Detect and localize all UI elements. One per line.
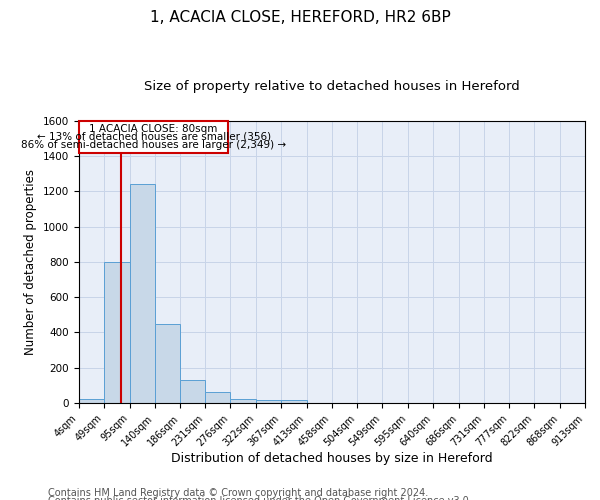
Bar bbox=[79, 398, 104, 403]
Y-axis label: Number of detached properties: Number of detached properties bbox=[25, 169, 37, 355]
Text: 1 ACACIA CLOSE: 80sqm: 1 ACACIA CLOSE: 80sqm bbox=[89, 124, 218, 134]
Text: Contains HM Land Registry data © Crown copyright and database right 2024.: Contains HM Land Registry data © Crown c… bbox=[48, 488, 428, 498]
Bar bbox=[230, 398, 256, 403]
Bar bbox=[256, 400, 281, 403]
Bar bbox=[181, 380, 205, 403]
Text: 86% of semi-detached houses are larger (2,349) →: 86% of semi-detached houses are larger (… bbox=[21, 140, 286, 150]
Bar bbox=[281, 400, 307, 403]
Text: 1, ACACIA CLOSE, HEREFORD, HR2 6BP: 1, ACACIA CLOSE, HEREFORD, HR2 6BP bbox=[149, 10, 451, 25]
Title: Size of property relative to detached houses in Hereford: Size of property relative to detached ho… bbox=[144, 80, 520, 93]
Text: Contains public sector information licensed under the Open Government Licence v3: Contains public sector information licen… bbox=[48, 496, 472, 500]
X-axis label: Distribution of detached houses by size in Hereford: Distribution of detached houses by size … bbox=[171, 452, 493, 465]
Bar bbox=[104, 262, 130, 403]
Bar bbox=[130, 184, 155, 403]
FancyBboxPatch shape bbox=[79, 120, 228, 153]
Bar bbox=[205, 392, 230, 403]
Bar bbox=[155, 324, 181, 403]
Text: ← 13% of detached houses are smaller (356): ← 13% of detached houses are smaller (35… bbox=[37, 132, 271, 142]
